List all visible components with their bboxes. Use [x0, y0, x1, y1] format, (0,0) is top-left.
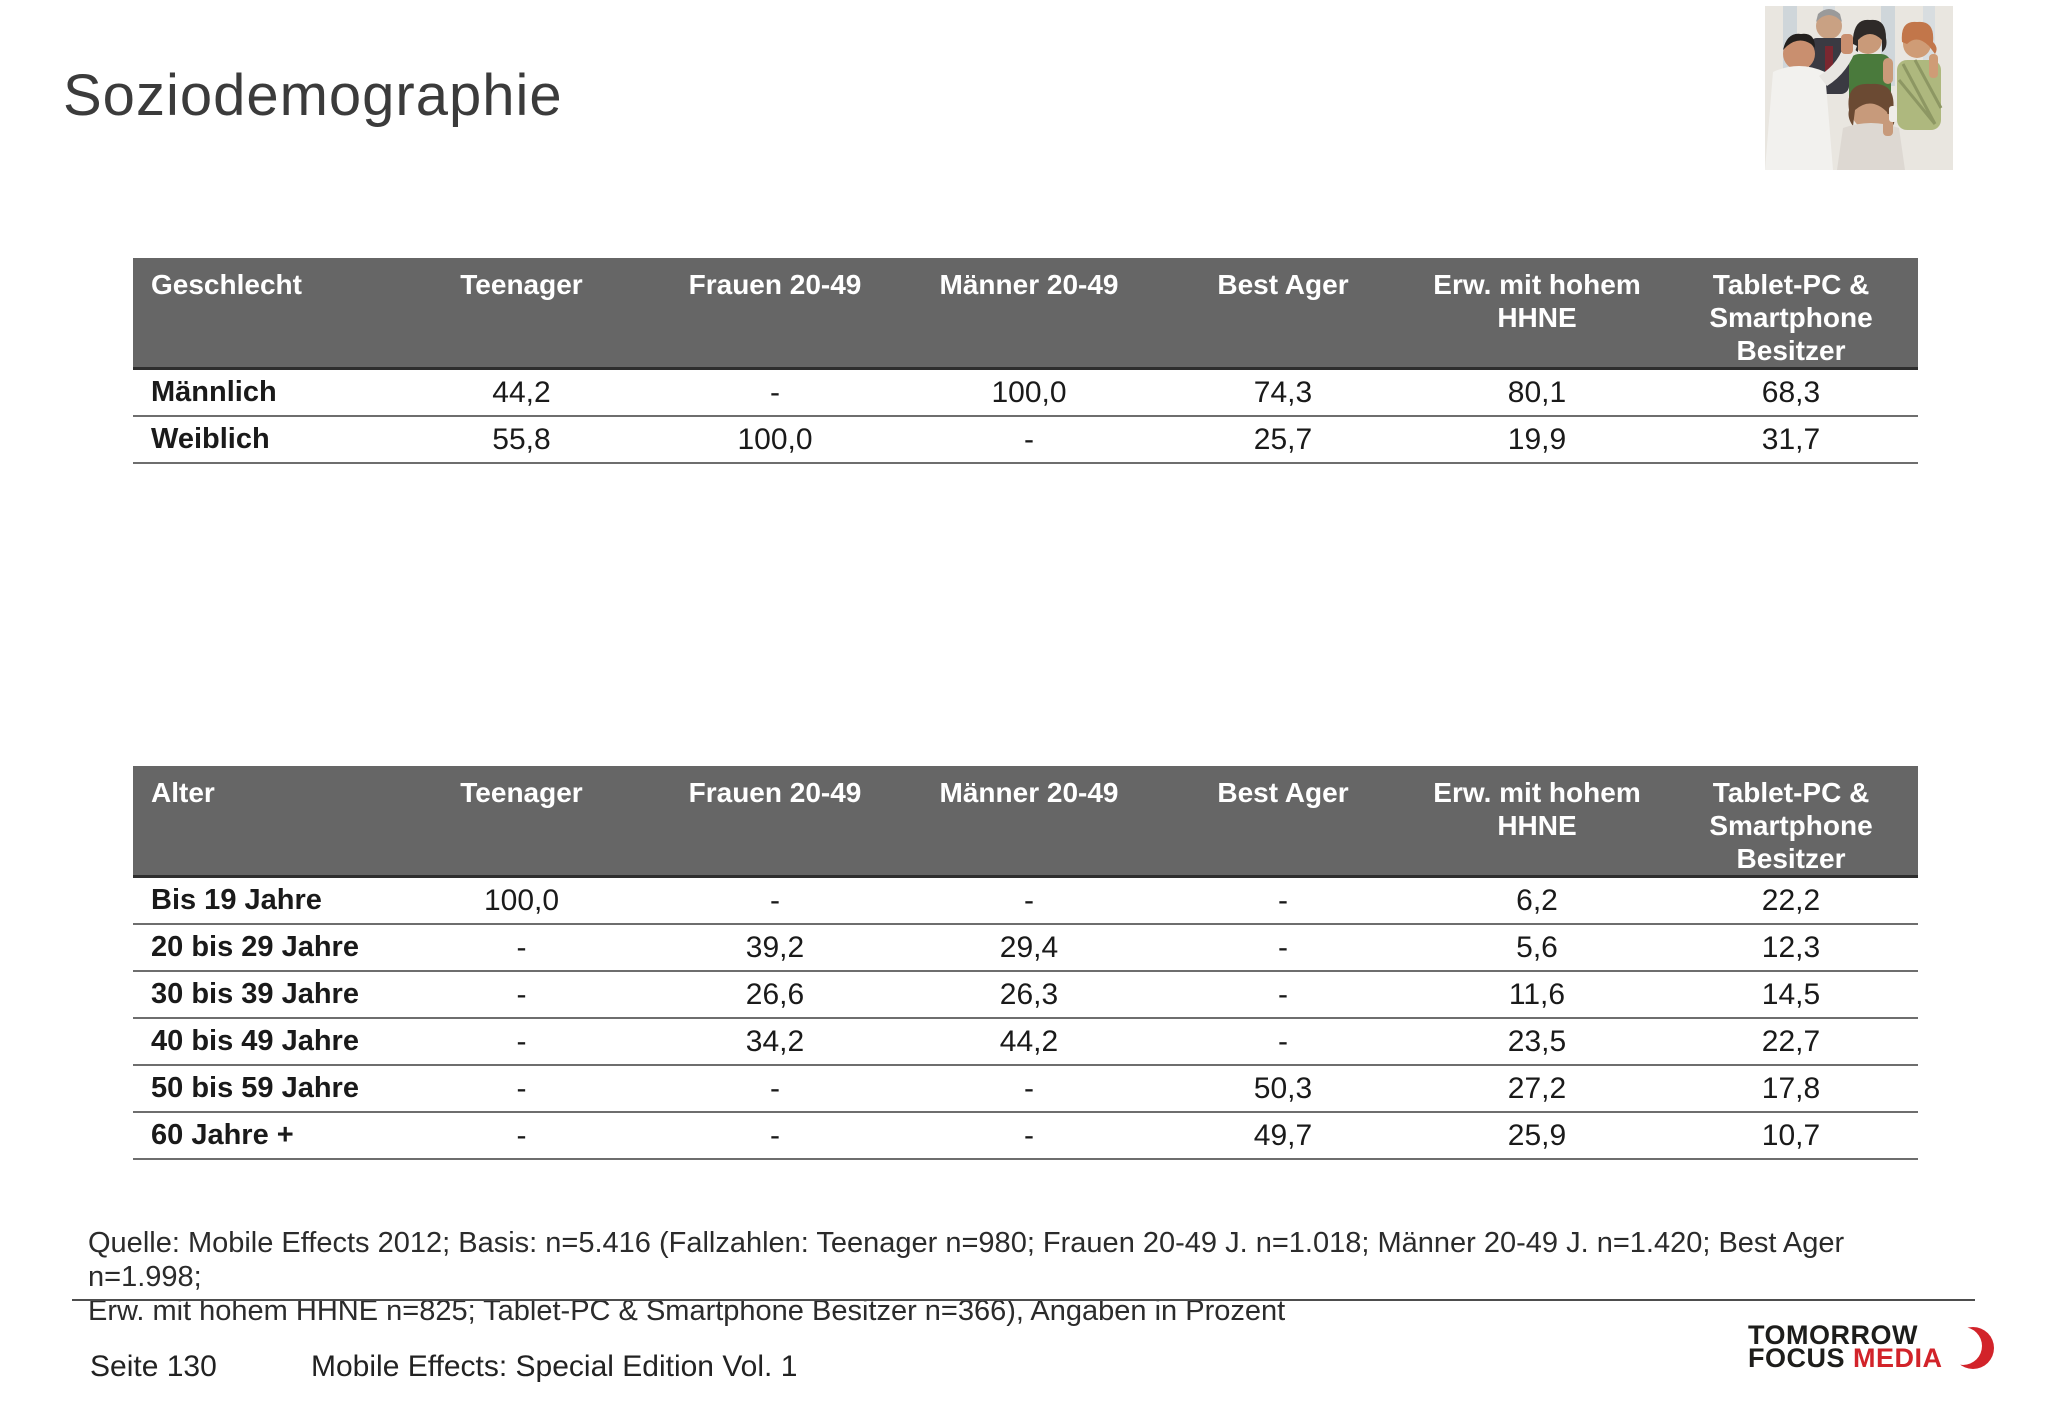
- gender-header-geschlecht: Geschlecht: [133, 258, 395, 370]
- cell-value: 25,9: [1410, 1112, 1664, 1160]
- age-header-maenner: Männer 20-49: [902, 766, 1156, 878]
- cell-value: -: [648, 1112, 902, 1160]
- footer-divider: [72, 1299, 1975, 1301]
- table-row-50-59: 50 bis 59 Jahre - - - 50,3 27,2 17,8: [133, 1065, 1918, 1113]
- row-label: Weiblich: [133, 416, 395, 464]
- table-row-20-29: 20 bis 29 Jahre - 39,2 29,4 - 5,6 12,3: [133, 924, 1918, 972]
- gender-header-maenner: Männer 20-49: [902, 258, 1156, 370]
- row-label: 50 bis 59 Jahre: [133, 1065, 395, 1113]
- source-note: Quelle: Mobile Effects 2012; Basis: n=5.…: [88, 1226, 1888, 1328]
- gender-header-teenager: Teenager: [395, 258, 648, 370]
- table-row-40-49: 40 bis 49 Jahre - 34,2 44,2 - 23,5 22,7: [133, 1018, 1918, 1066]
- age-table-header-row: Alter Teenager Frauen 20-49 Männer 20-49…: [133, 766, 1918, 878]
- cell-value: 68,3: [1664, 368, 1918, 417]
- people-photo-illustration: [1765, 6, 1953, 170]
- people-photo: [1765, 6, 1953, 170]
- cell-value: 26,3: [902, 971, 1156, 1019]
- age-header-alter: Alter: [133, 766, 395, 878]
- gender-header-frauen: Frauen 20-49: [648, 258, 902, 370]
- gender-table: Geschlecht Teenager Frauen 20-49 Männer …: [133, 258, 1918, 464]
- cell-value: -: [902, 1065, 1156, 1113]
- cell-value: 11,6: [1410, 971, 1664, 1019]
- cell-value: 50,3: [1156, 1065, 1410, 1113]
- cell-value: 17,8: [1664, 1065, 1918, 1113]
- cell-value: -: [648, 876, 902, 925]
- cell-value: 31,7: [1664, 416, 1918, 464]
- cell-value: 100,0: [395, 876, 648, 925]
- cell-value: 80,1: [1410, 368, 1664, 417]
- cell-value: 5,6: [1410, 924, 1664, 972]
- gender-header-hhne: Erw. mit hohem HHNE: [1410, 258, 1664, 370]
- age-header-teenager: Teenager: [395, 766, 648, 878]
- page-number: Seite 130: [90, 1350, 217, 1383]
- logo-text: TOMORROW FOCUS MEDIA: [1748, 1320, 1943, 1372]
- cell-value: -: [902, 1112, 1156, 1160]
- crescent-logo-icon: [1950, 1327, 1994, 1369]
- age-header-frauen: Frauen 20-49: [648, 766, 902, 878]
- table-row-maennlich: Männlich 44,2 - 100,0 74,3 80,1 68,3: [133, 368, 1918, 417]
- age-header-tablet: Tablet-PC & Smartphone Besitzer: [1664, 766, 1918, 878]
- row-label: Bis 19 Jahre: [133, 876, 395, 925]
- gender-header-tablet: Tablet-PC & Smartphone Besitzer: [1664, 258, 1918, 370]
- cell-value: 6,2: [1410, 876, 1664, 925]
- table-row-bis19: Bis 19 Jahre 100,0 - - - 6,2 22,2: [133, 876, 1918, 925]
- cell-value: 26,6: [648, 971, 902, 1019]
- age-table: Alter Teenager Frauen 20-49 Männer 20-49…: [133, 766, 1918, 1160]
- cell-value: 100,0: [902, 368, 1156, 417]
- gender-table-header-row: Geschlecht Teenager Frauen 20-49 Männer …: [133, 258, 1918, 370]
- cell-value: 25,7: [1156, 416, 1410, 464]
- table-row-weiblich: Weiblich 55,8 100,0 - 25,7 19,9 31,7: [133, 416, 1918, 464]
- cell-value: -: [1156, 876, 1410, 925]
- cell-value: -: [395, 1065, 648, 1113]
- logo-line-focus-media: FOCUS MEDIA: [1748, 1345, 1943, 1372]
- cell-value: 44,2: [902, 1018, 1156, 1066]
- cell-value: 19,9: [1410, 416, 1664, 464]
- cell-value: 34,2: [648, 1018, 902, 1066]
- cell-value: -: [395, 924, 648, 972]
- cell-value: -: [648, 1065, 902, 1113]
- cell-value: 74,3: [1156, 368, 1410, 417]
- cell-value: -: [395, 1018, 648, 1066]
- row-label: Männlich: [133, 368, 395, 417]
- logo-word-media: MEDIA: [1853, 1343, 1943, 1373]
- cell-value: 39,2: [648, 924, 902, 972]
- cell-value: 10,7: [1664, 1112, 1918, 1160]
- logo-word-focus: FOCUS: [1748, 1343, 1845, 1373]
- age-header-hhne: Erw. mit hohem HHNE: [1410, 766, 1664, 878]
- gender-header-bestager: Best Ager: [1156, 258, 1410, 370]
- source-note-line1: Quelle: Mobile Effects 2012; Basis: n=5.…: [88, 1227, 1845, 1293]
- cell-value: 14,5: [1664, 971, 1918, 1019]
- cell-value: -: [902, 876, 1156, 925]
- cell-value: -: [902, 416, 1156, 464]
- cell-value: 29,4: [902, 924, 1156, 972]
- cell-value: -: [1156, 1018, 1410, 1066]
- age-header-bestager: Best Ager: [1156, 766, 1410, 878]
- table-row-30-39: 30 bis 39 Jahre - 26,6 26,3 - 11,6 14,5: [133, 971, 1918, 1019]
- logo-line-tomorrow: TOMORROW: [1748, 1320, 1918, 1350]
- cell-value: 23,5: [1410, 1018, 1664, 1066]
- row-label: 60 Jahre +: [133, 1112, 395, 1160]
- cell-value: 44,2: [395, 368, 648, 417]
- cell-value: 22,2: [1664, 876, 1918, 925]
- cell-value: 22,7: [1664, 1018, 1918, 1066]
- cell-value: 12,3: [1664, 924, 1918, 972]
- cell-value: -: [1156, 971, 1410, 1019]
- table-row-60plus: 60 Jahre + - - - 49,7 25,9 10,7: [133, 1112, 1918, 1160]
- cell-value: 49,7: [1156, 1112, 1410, 1160]
- cell-value: 55,8: [395, 416, 648, 464]
- cell-value: 27,2: [1410, 1065, 1664, 1113]
- row-label: 30 bis 39 Jahre: [133, 971, 395, 1019]
- row-label: 40 bis 49 Jahre: [133, 1018, 395, 1066]
- row-label: 20 bis 29 Jahre: [133, 924, 395, 972]
- page-title: Soziodemographie: [63, 63, 563, 128]
- cell-value: -: [395, 971, 648, 1019]
- cell-value: -: [395, 1112, 648, 1160]
- logo-tomorrow-focus-media: TOMORROW FOCUS MEDIA: [1748, 1320, 1995, 1372]
- document-title: Mobile Effects: Special Edition Vol. 1: [311, 1350, 798, 1383]
- cell-value: -: [648, 368, 902, 417]
- cell-value: 100,0: [648, 416, 902, 464]
- cell-value: -: [1156, 924, 1410, 972]
